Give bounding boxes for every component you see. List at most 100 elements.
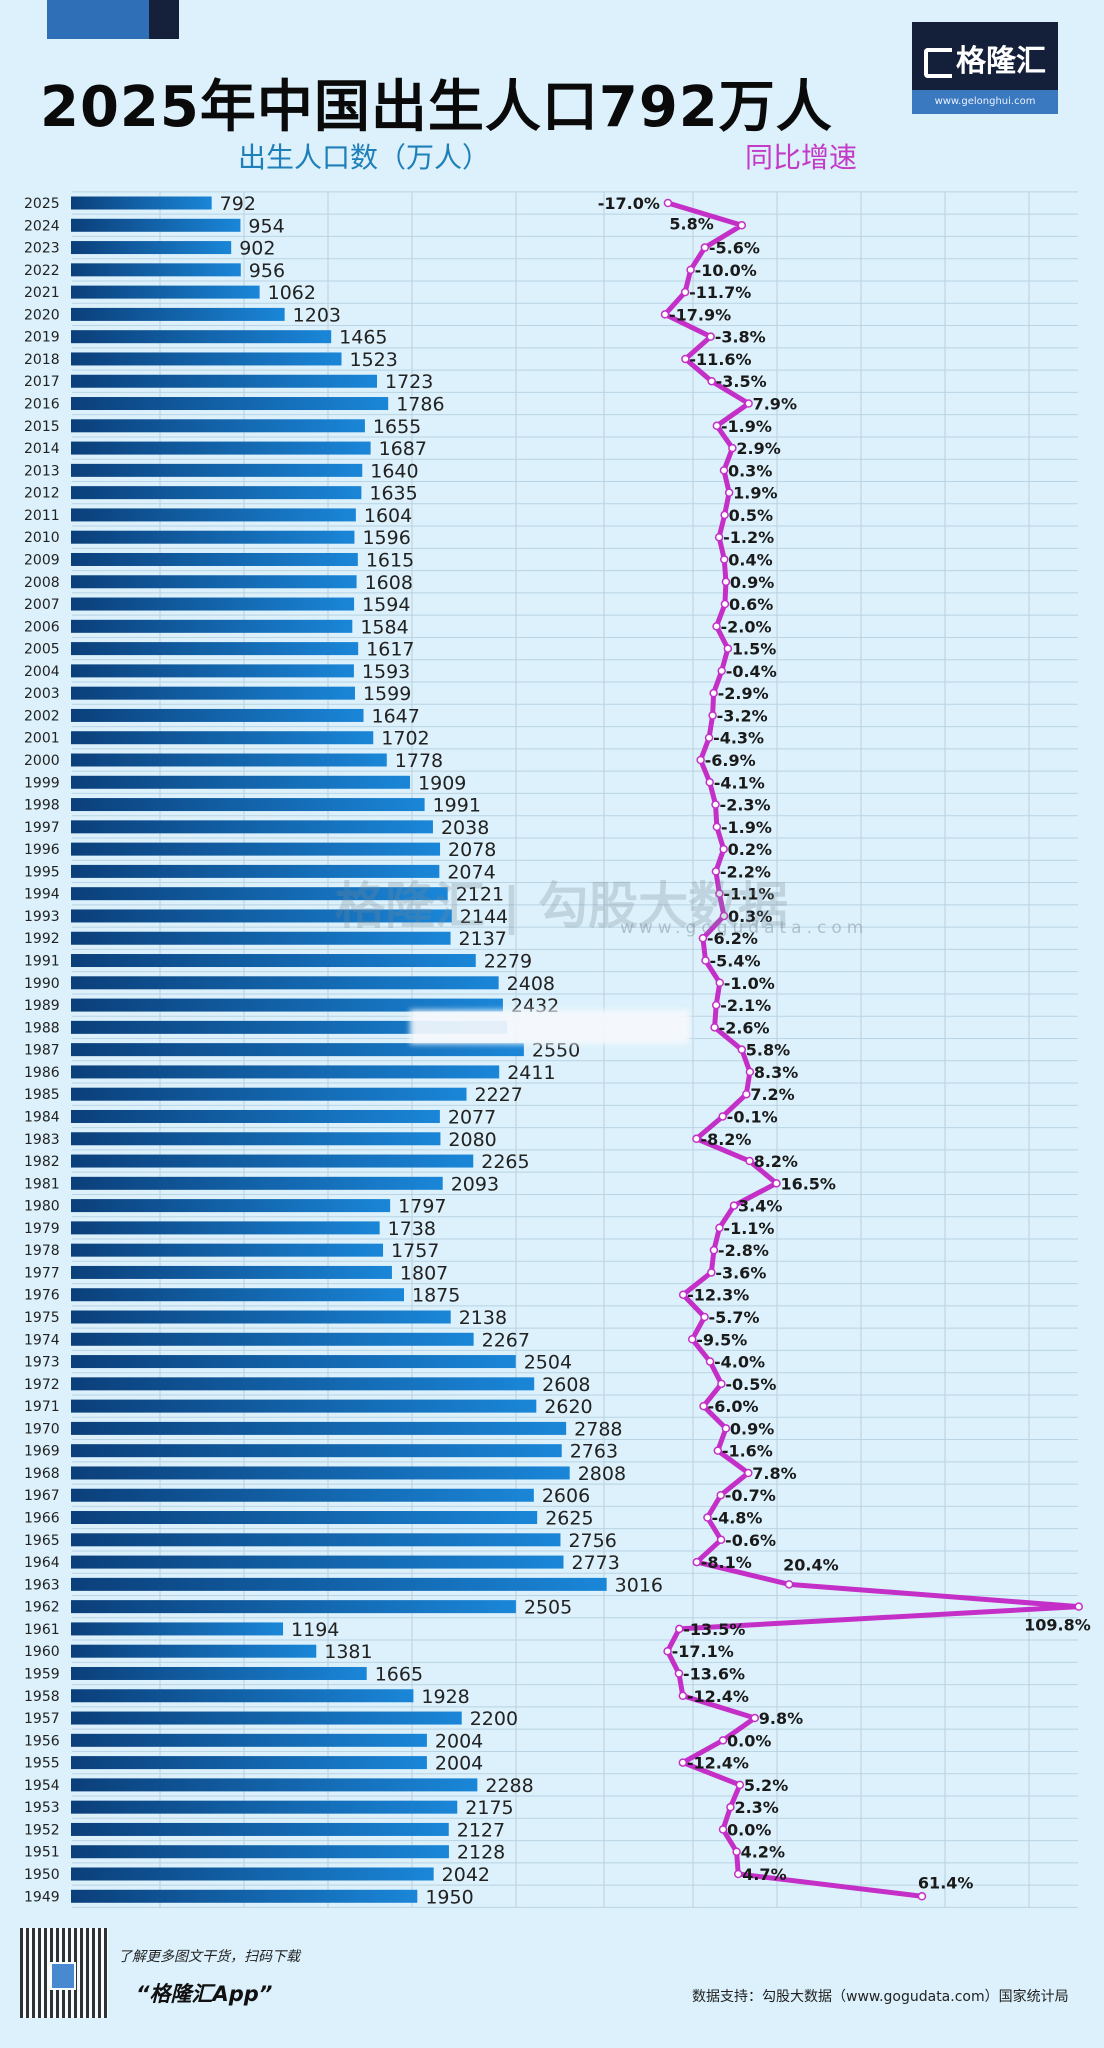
bar xyxy=(71,419,365,433)
bar-value-label: 1594 xyxy=(362,594,410,616)
year-label: 1969 xyxy=(24,1444,60,1460)
growth-label: -0.5% xyxy=(725,1375,776,1394)
bar xyxy=(71,954,476,968)
bar-value-label: 2411 xyxy=(507,1062,555,1084)
year-label: 2023 xyxy=(24,241,60,257)
bar xyxy=(71,218,241,232)
growth-label: 61.4% xyxy=(918,1873,974,1892)
growth-label: 5.8% xyxy=(669,214,713,233)
bar xyxy=(71,1332,474,1346)
bar xyxy=(71,1199,391,1213)
bar xyxy=(71,1065,500,1079)
bar xyxy=(71,1176,443,1190)
growth-label: -12.3% xyxy=(687,1286,749,1305)
bar-value-label: 2121 xyxy=(456,884,504,906)
year-label: 2005 xyxy=(24,642,60,658)
growth-point xyxy=(718,1825,728,1834)
growth-point xyxy=(715,1223,724,1233)
growth-point xyxy=(745,1156,754,1166)
bar-value-label: 1807 xyxy=(400,1262,448,1284)
bar xyxy=(71,820,433,834)
growth-point xyxy=(713,1446,723,1455)
bar-value-label: 2138 xyxy=(459,1307,507,1329)
growth-point xyxy=(711,867,721,876)
bar-value-label: 1640 xyxy=(370,460,418,482)
year-label: 1985 xyxy=(24,1087,60,1103)
year-label: 1965 xyxy=(24,1533,60,1549)
bar-value-label: 1723 xyxy=(385,371,433,393)
growth-label: -6.0% xyxy=(708,1397,759,1416)
growth-point xyxy=(719,844,728,854)
growth-label: -1.6% xyxy=(722,1442,773,1461)
growth-label: 7.9% xyxy=(753,395,797,414)
year-label: 1999 xyxy=(24,775,60,791)
bar-value-label: 2625 xyxy=(545,1508,593,1530)
bar-value-label: 1655 xyxy=(373,416,421,438)
bar-value-label: 1665 xyxy=(375,1663,423,1685)
bar xyxy=(71,1889,418,1903)
growth-point xyxy=(721,577,731,587)
bar xyxy=(71,307,285,321)
growth-label: -6.9% xyxy=(705,751,756,770)
bar xyxy=(71,1644,317,1658)
line-series-label: 同比增速 xyxy=(745,141,858,174)
year-label: 2025 xyxy=(24,196,60,212)
bar-value-label: 2550 xyxy=(532,1040,580,1062)
bar-value-label: 956 xyxy=(249,260,285,282)
bar xyxy=(71,1733,427,1747)
year-label: 1950 xyxy=(24,1867,60,1883)
bar xyxy=(71,1711,462,1725)
growth-point xyxy=(707,1268,716,1277)
growth-label: -17.9% xyxy=(669,305,731,324)
growth-point xyxy=(686,265,695,275)
year-label: 2000 xyxy=(24,753,60,769)
bar xyxy=(71,1577,607,1591)
year-label: 1979 xyxy=(24,1221,60,1237)
growth-label: -11.6% xyxy=(689,350,751,369)
growth-point xyxy=(692,1557,702,1567)
bar xyxy=(71,1377,535,1391)
bar xyxy=(71,1800,458,1814)
header-decoration-dark xyxy=(149,0,179,39)
growth-point xyxy=(1074,1602,1084,1611)
year-label: 1970 xyxy=(24,1421,60,1437)
year-label: 2011 xyxy=(24,508,60,524)
growth-point xyxy=(711,800,720,809)
bar-value-label: 1928 xyxy=(421,1686,469,1708)
bar xyxy=(71,1867,434,1881)
year-label: 1987 xyxy=(24,1043,60,1059)
growth-point xyxy=(717,666,726,676)
growth-label: -13.6% xyxy=(683,1664,745,1683)
growth-label: -17.1% xyxy=(672,1642,734,1661)
growth-label: -12.4% xyxy=(687,1687,749,1706)
bar-value-label: 2144 xyxy=(460,906,508,928)
year-label: 1975 xyxy=(24,1310,60,1326)
bar-value-label: 2265 xyxy=(481,1151,529,1173)
bar xyxy=(71,397,389,411)
bar-value-label: 1599 xyxy=(363,683,411,705)
bar xyxy=(71,1533,561,1547)
qr-code[interactable] xyxy=(20,1928,108,2018)
logo-url: www.gelonghui.com xyxy=(912,90,1058,114)
bar-value-label: 2504 xyxy=(524,1352,572,1374)
growth-label: -1.9% xyxy=(721,417,772,436)
bar-value-label: 1702 xyxy=(381,728,429,750)
bar xyxy=(71,909,452,923)
growth-label: 109.8% xyxy=(1024,1616,1091,1635)
growth-label: -0.4% xyxy=(726,662,777,681)
growth-point xyxy=(737,1045,747,1054)
bar-value-label: 2505 xyxy=(524,1597,572,1619)
bar-value-label: 2408 xyxy=(507,973,555,995)
growth-label: 0.0% xyxy=(727,1820,771,1839)
growth-label: 16.5% xyxy=(780,1174,836,1193)
bar-value-label: 1950 xyxy=(425,1886,473,1908)
growth-label: -0.6% xyxy=(725,1531,776,1550)
bar-value-label: 1604 xyxy=(364,505,412,527)
bar-value-label: 2200 xyxy=(470,1708,518,1730)
bar-value-label: 2756 xyxy=(568,1530,616,1552)
growth-label: -2.9% xyxy=(718,684,769,703)
growth-label: -0.7% xyxy=(725,1486,776,1505)
growth-point xyxy=(663,198,673,208)
growth-label: -4.3% xyxy=(713,729,764,748)
growth-label: -0.1% xyxy=(727,1107,778,1126)
